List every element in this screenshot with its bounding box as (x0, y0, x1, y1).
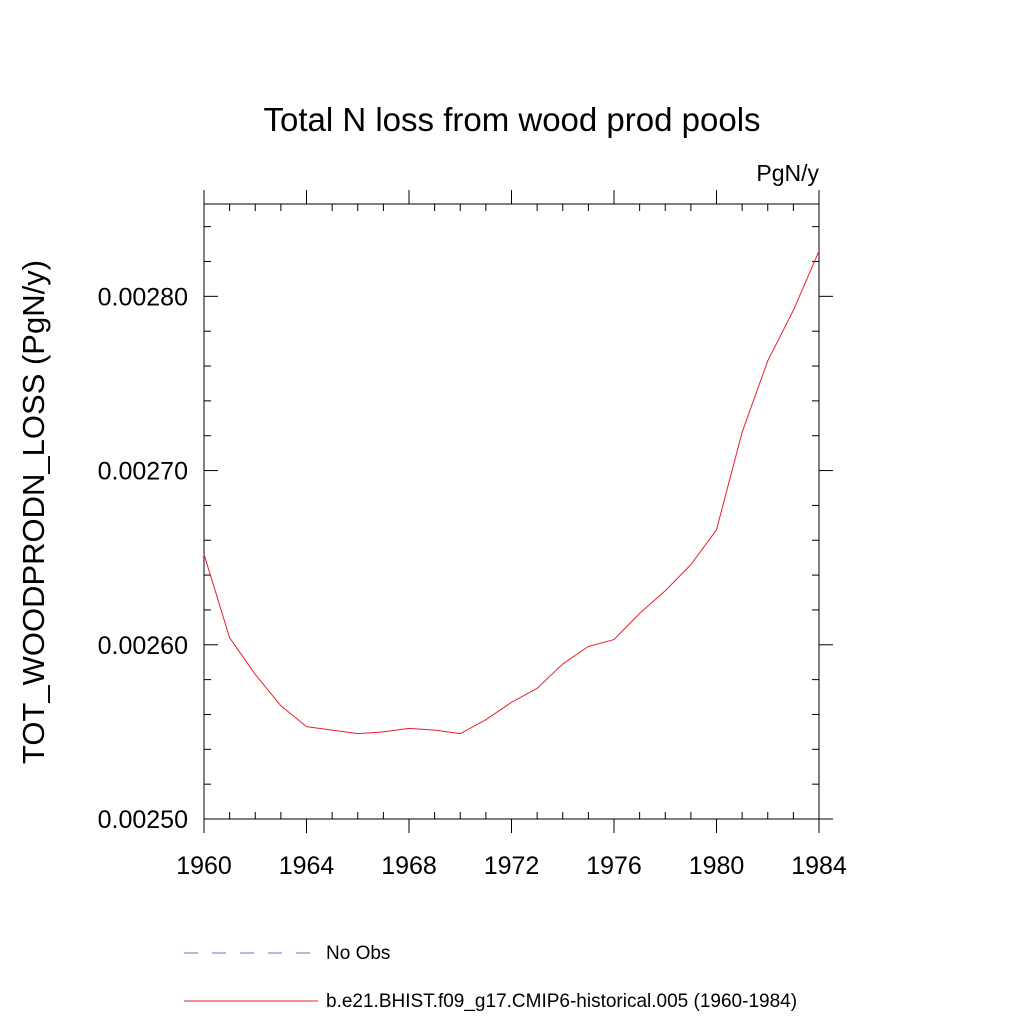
legend: No Obs b.e21.BHIST.f09_g17.CMIP6-histori… (184, 943, 797, 1012)
chart-title: Total N loss from wood prod pools (263, 101, 760, 138)
series-layer (203, 250, 820, 735)
y-tick-label: 0.00280 (98, 283, 188, 311)
legend-label-model-run: b.e21.BHIST.f09_g17.CMIP6-historical.005… (326, 991, 797, 1012)
x-tick-label: 1980 (689, 852, 745, 880)
x-tick-label: 1960 (176, 852, 232, 880)
x-axis: 1960 1964 1968 1972 1976 1980 1984 (176, 190, 847, 880)
legend-label-no-obs: No Obs (326, 943, 390, 964)
x-tick-label: 1964 (279, 852, 335, 880)
x-tick-label: 1984 (791, 852, 847, 880)
y-tick-label: 0.00250 (98, 806, 188, 834)
units-label: PgN/y (756, 160, 819, 186)
series-line-1 (203, 250, 820, 735)
plot-frame (203, 203, 820, 820)
x-tick-label: 1972 (484, 852, 540, 880)
y-tick-label: 0.00270 (98, 458, 188, 486)
y-axis: 0.00250 0.00260 0.00270 0.00280 (98, 283, 833, 834)
x-tick-label: 1976 (586, 852, 642, 880)
y-tick-label: 0.00260 (98, 632, 188, 660)
x-tick-label: 1968 (381, 852, 437, 880)
minor-ticks (204, 204, 819, 819)
y-axis-label: TOT_WOODPRODN_LOSS (PgN/y) (16, 260, 51, 764)
